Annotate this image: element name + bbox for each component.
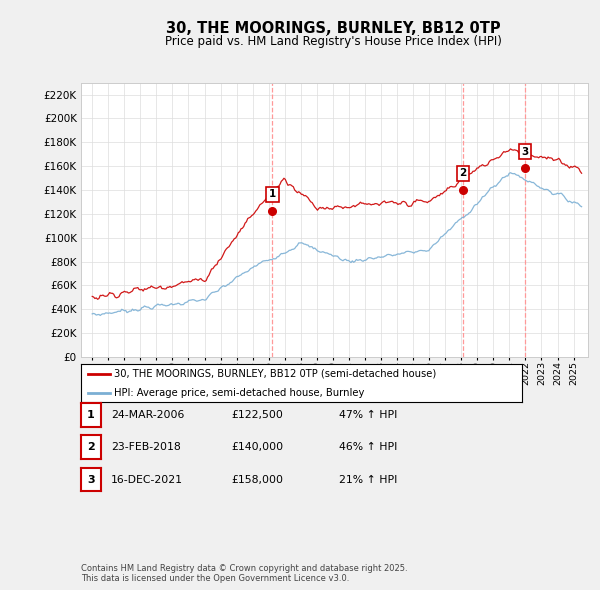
Text: 30, THE MOORINGS, BURNLEY, BB12 0TP: 30, THE MOORINGS, BURNLEY, BB12 0TP [166,21,500,35]
Text: 16-DEC-2021: 16-DEC-2021 [111,475,183,484]
Text: 30, THE MOORINGS, BURNLEY, BB12 0TP (semi-detached house): 30, THE MOORINGS, BURNLEY, BB12 0TP (sem… [114,369,436,379]
Text: 3: 3 [87,475,95,484]
Text: 1: 1 [87,410,95,419]
Text: 2: 2 [87,442,95,452]
Text: £158,000: £158,000 [231,475,283,484]
Text: Price paid vs. HM Land Registry's House Price Index (HPI): Price paid vs. HM Land Registry's House … [164,35,502,48]
Text: 3: 3 [521,147,529,157]
Text: £140,000: £140,000 [231,442,283,452]
Text: 46% ↑ HPI: 46% ↑ HPI [339,442,397,452]
Text: 1: 1 [269,189,276,199]
Text: HPI: Average price, semi-detached house, Burnley: HPI: Average price, semi-detached house,… [114,388,364,398]
Text: £122,500: £122,500 [231,410,283,419]
Text: 47% ↑ HPI: 47% ↑ HPI [339,410,397,419]
Text: 23-FEB-2018: 23-FEB-2018 [111,442,181,452]
Text: 21% ↑ HPI: 21% ↑ HPI [339,475,397,484]
Text: 24-MAR-2006: 24-MAR-2006 [111,410,184,419]
Text: 2: 2 [460,168,467,178]
Text: Contains HM Land Registry data © Crown copyright and database right 2025.
This d: Contains HM Land Registry data © Crown c… [81,563,407,583]
